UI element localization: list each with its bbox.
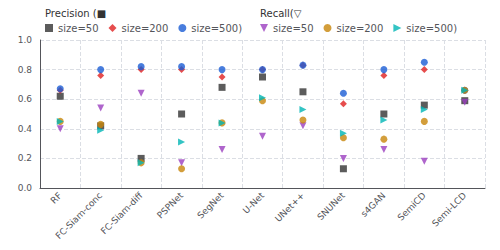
- svg-text:PSPNet: PSPNet: [155, 190, 185, 220]
- svg-text:SNUNet: SNUNet: [315, 190, 347, 222]
- svg-text:size=200: size=200: [336, 23, 383, 34]
- svg-text:1.0: 1.0: [18, 35, 33, 45]
- svg-text:Semi-LCD: Semi-LCD: [430, 190, 468, 228]
- svg-text:U-Net: U-Net: [241, 190, 267, 216]
- svg-text:0.4: 0.4: [18, 124, 33, 134]
- svg-text:size=500): size=500): [406, 23, 457, 34]
- svg-text:0.6: 0.6: [18, 94, 33, 104]
- svg-text:Precision (■: Precision (■: [45, 8, 106, 19]
- svg-text:s4GAN: s4GAN: [359, 190, 387, 218]
- svg-text:0.0: 0.0: [18, 183, 33, 193]
- svg-text:Recall(▽: Recall(▽: [260, 8, 302, 19]
- svg-text:RF: RF: [49, 190, 64, 205]
- svg-text:SegNet: SegNet: [195, 190, 226, 221]
- svg-text:size=200: size=200: [121, 23, 168, 34]
- svg-text:FC-Siam-conc: FC-Siam-conc: [54, 190, 105, 241]
- svg-text:size=50: size=50: [58, 23, 99, 34]
- svg-text:size=500): size=500): [191, 23, 242, 34]
- svg-text:0.2: 0.2: [18, 153, 32, 163]
- svg-text:0.8: 0.8: [18, 65, 33, 75]
- svg-text:FC-Siam-diff: FC-Siam-diff: [99, 190, 145, 236]
- svg-text:SemiCD: SemiCD: [396, 190, 428, 222]
- svg-text:size=50: size=50: [273, 23, 314, 34]
- svg-text:UNet++: UNet++: [273, 190, 307, 224]
